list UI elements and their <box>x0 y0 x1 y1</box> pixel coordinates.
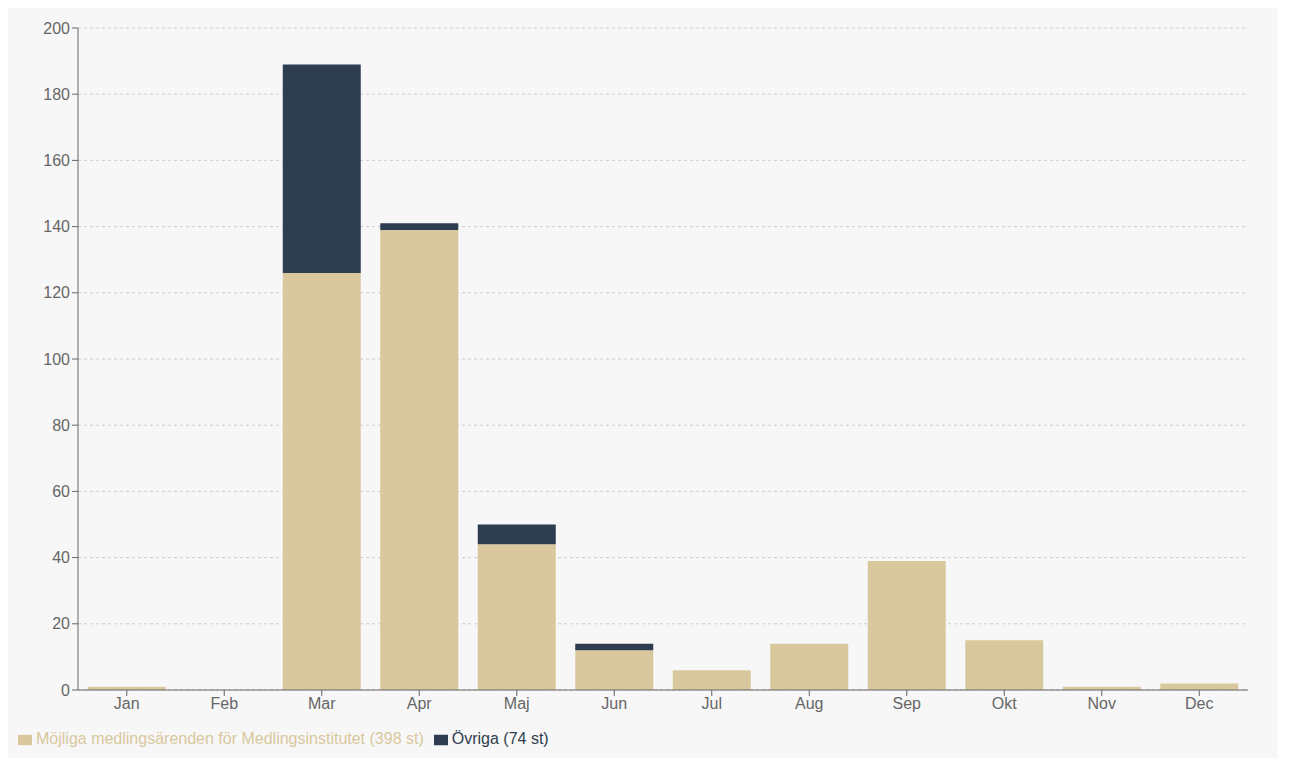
svg-text:200: 200 <box>43 20 70 37</box>
svg-text:Dec: Dec <box>1185 695 1213 712</box>
svg-text:Jun: Jun <box>601 695 627 712</box>
svg-text:Okt: Okt <box>992 695 1017 712</box>
svg-text:Maj: Maj <box>504 695 530 712</box>
svg-text:60: 60 <box>52 483 70 500</box>
html-text:Möjliga medlingsärenden för Me: Möjliga medlingsärenden för Medlingsinst… <box>36 730 424 747</box>
svg-text:180: 180 <box>43 86 70 103</box>
svg-text:Apr: Apr <box>407 695 433 712</box>
svg-text:100: 100 <box>43 351 70 368</box>
svg-text:20: 20 <box>52 615 70 632</box>
svg-text:80: 80 <box>52 417 70 434</box>
svg-text:140: 140 <box>43 218 70 235</box>
svg-text:Jul: Jul <box>702 695 722 712</box>
svg-text:Feb: Feb <box>210 695 238 712</box>
svg-text:Aug: Aug <box>795 695 823 712</box>
svg-text:Nov: Nov <box>1088 695 1116 712</box>
svg-text:Mar: Mar <box>308 695 336 712</box>
svg-text:120: 120 <box>43 284 70 301</box>
svg-text:Jan: Jan <box>114 695 140 712</box>
svg-text:0: 0 <box>61 682 70 699</box>
svg-text:160: 160 <box>43 152 70 169</box>
svg-text:Sep: Sep <box>893 695 922 712</box>
html-text:Övriga (74 st): Övriga (74 st) <box>451 730 549 747</box>
svg-text:40: 40 <box>52 549 70 566</box>
